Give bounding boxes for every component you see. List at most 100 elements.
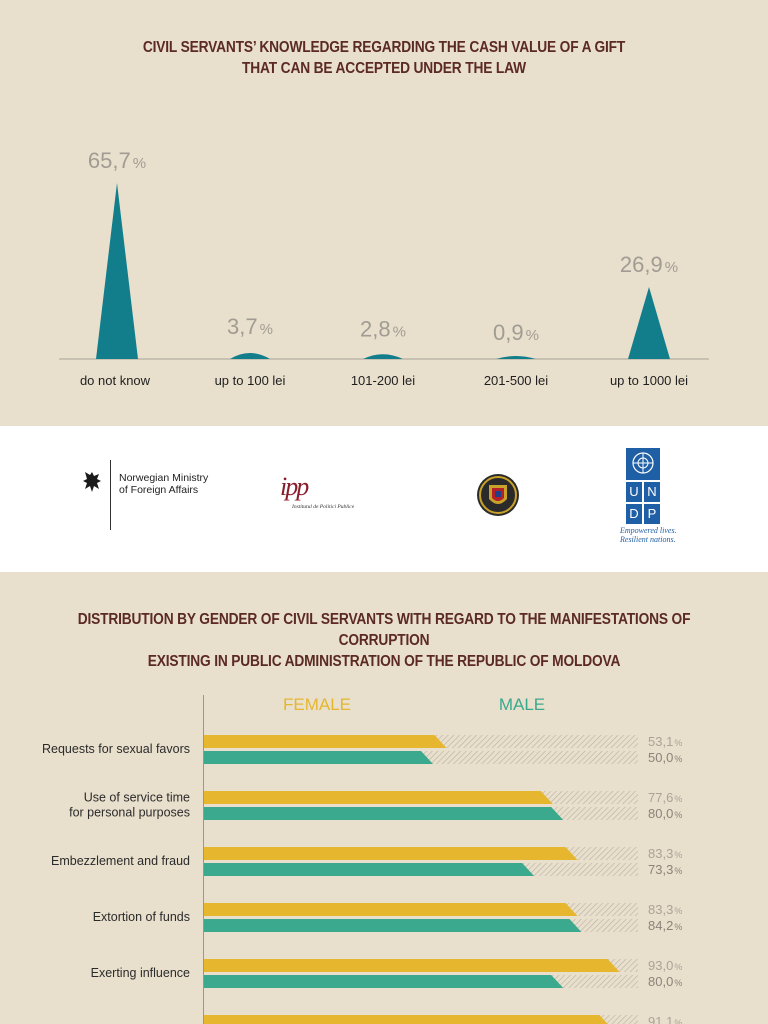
peak-mark [363,354,403,359]
gender-chart-title: DISTRIBUTION BY GENDER OF CIVIL SERVANTS… [54,609,714,672]
category-label: 201-500 lei [484,373,548,388]
peak-value-label: 0,9% [493,320,539,345]
bar-value-label: 53,1% [648,734,682,749]
undp-tagline: Empowered lives. Resilient nations. [620,526,677,544]
peak-value-number: 0,9 [493,320,524,345]
moldova-state-seal [477,474,519,516]
bar-value-unit: % [674,962,682,972]
norway-name-line-1: Norwegian Ministry [119,472,209,484]
gift-value-chart: 65,7 % do not know 3,7 % up to 100 lei 2,8 % 101… [59,148,709,388]
undp-letter-tile: D [626,504,642,524]
gift-chart-title-line-1: CIVIL SERVANTS’ KNOWLEDGE REGARDING THE … [142,39,626,56]
female-bar [204,735,447,748]
bar-value-unit: % [674,866,682,876]
gift-chart-title: CIVIL SERVANTS’ KNOWLEDGE REGARDING THE … [54,37,714,79]
bar-value-unit: % [674,906,682,916]
bar-value-number: 73,3 [648,862,673,877]
gender-chart-title-line-1: DISTRIBUTION BY GENDER OF CIVIL SERVANTS… [77,611,691,649]
category-label: do not know [80,373,151,388]
peak-value-unit: % [260,321,273,338]
bar-value-label: 84,2% [648,918,682,933]
category-label: up to 100 lei [215,373,286,388]
undp-tagline-line-2: Resilient nations. [620,535,676,544]
female-bar [204,791,553,804]
female-bar [204,959,620,972]
category-label: 101-200 lei [351,373,415,388]
bar-value-label: 91,1% [648,1014,682,1024]
ipp-subtitle: Institutul de Politici Publice [292,504,355,510]
male-bar [204,863,535,876]
bar-value-label: 80,0% [648,806,682,821]
bar-value-unit: % [674,810,682,820]
bar-value-number: 84,2 [648,918,673,933]
row-category-label: Use of service time [84,791,190,805]
legend-male: MALE [499,695,545,714]
bar-value-label: 77,6% [648,790,682,805]
male-bar [204,919,582,932]
row-category-label: Embezzlement and fraud [51,854,190,868]
bar-value-label: 83,3% [648,902,682,917]
ipp-mark: ipp [280,472,309,501]
partner-logos: Norwegian Ministry of Foreign Affairs ip… [0,426,768,572]
female-bar [204,903,578,916]
gift-chart-title-line-2: THAT CAN BE ACCEPTED UNDER THE LAW [242,60,526,77]
peak-value-label: 3,7% [227,314,273,339]
bar-value-number: 80,0 [648,806,673,821]
bar-value-unit: % [674,754,682,764]
peak-value-unit: % [393,323,406,340]
peak-value-label: 26,9% [620,252,678,277]
un-globe-icon [632,452,654,474]
bar-value-unit: % [674,922,682,932]
undp-letter-tile: U [626,482,642,502]
female-bar [204,1015,608,1024]
undp-letter-tile: N [644,482,660,502]
peak-value-unit: % [665,259,678,276]
bar-value-number: 91,1 [648,1014,673,1024]
row-category-label: Exerting influence [91,966,190,980]
norway-ministry-logo: Norwegian Ministry of Foreign Affairs [82,460,212,530]
peak-value-number: 26,9 [620,252,663,277]
bar-value-number: 93,0 [648,958,673,973]
legend-female: FEMALE [283,695,351,714]
peak-value-number: 2,8 [360,316,391,341]
norway-divider [110,460,111,530]
female-bar [204,847,578,860]
bar-value-number: 50,0 [648,750,673,765]
category-label: up to 1000 lei [610,373,688,388]
bar-value-number: 53,1 [648,734,673,749]
bar-value-unit: % [674,978,682,988]
peak-value-number: 3,7 [227,314,258,339]
undp-tagline-line-1: Empowered lives. [620,526,677,535]
male-bar [204,975,564,988]
peak-mark [96,183,138,359]
norway-lion-emblem [83,472,101,492]
gender-chart-title-line-2: EXISTING IN PUBLIC ADMINISTRATION OF THE… [147,653,621,670]
peak-mark [628,286,670,359]
bar-value-number: 77,6 [648,790,673,805]
ipp-logo: ipp Institutul de Politici Publice [280,474,380,514]
row-category-label: for personal purposes [69,806,190,820]
bar-value-unit: % [674,738,682,748]
bar-value-label: 73,3% [648,862,682,877]
bar-value-unit: % [674,1018,682,1024]
bar-value-unit: % [674,850,682,860]
gift-value-section: CIVIL SERVANTS’ KNOWLEDGE REGARDING THE … [0,0,768,426]
norway-name-line-2: of Foreign Affairs [119,484,199,496]
bar-value-label: 93,0% [648,958,682,973]
peak-value-unit: % [526,327,539,344]
male-bar [204,751,433,764]
bar-value-number: 83,3 [648,902,673,917]
bar-value-label: 83,3% [648,846,682,861]
peak-mark [496,356,536,359]
undp-letter-tile: P [644,504,660,524]
peak-mark [230,353,270,359]
row-category-label: Extortion of funds [93,910,190,924]
un-emblem-tile [626,448,660,480]
bar-value-number: 83,3 [648,846,673,861]
peak-value-label: 65,7% [88,148,146,173]
male-bar [204,807,564,820]
bar-value-unit: % [674,794,682,804]
norway-ministry-name: Norwegian Ministry of Foreign Affairs [119,472,208,496]
peak-value-unit: % [133,155,146,172]
